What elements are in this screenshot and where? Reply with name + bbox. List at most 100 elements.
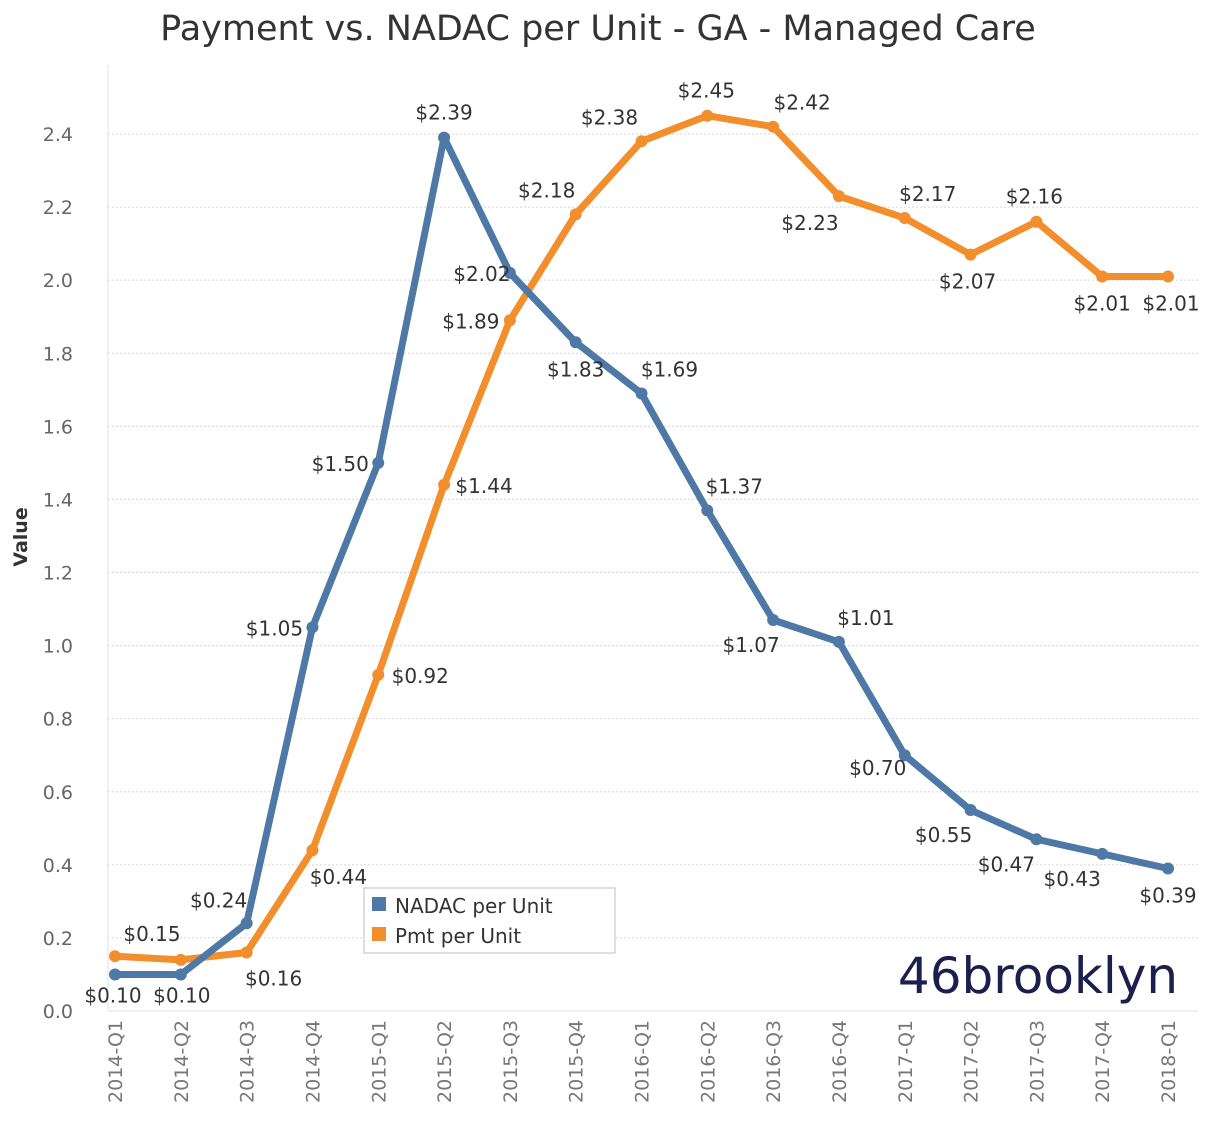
data-point-pmt: [109, 950, 121, 963]
data-point-pmt: [832, 190, 845, 203]
y-tick-label: 2.4: [43, 124, 73, 146]
x-tick-label: 2015-Q1: [368, 1020, 390, 1103]
data-label-nadac: $0.70: [849, 756, 906, 780]
data-point-pmt: [438, 478, 451, 491]
data-point-pmt: [1030, 215, 1043, 228]
x-tick-label: 2016-Q3: [763, 1020, 785, 1103]
data-point-pmt: [569, 208, 582, 221]
y-axis-label: Value: [10, 507, 32, 566]
data-point-pmt: [767, 120, 780, 133]
data-label-nadac: $1.50: [312, 452, 369, 476]
x-tick-label: 2016-Q4: [829, 1020, 851, 1103]
x-tick-label: 2014-Q4: [302, 1020, 324, 1103]
data-label-pmt: $0.92: [392, 664, 449, 688]
y-tick-label: 1.6: [43, 416, 73, 438]
data-labels: $0.10 $0.10 $0.24 $1.05 $1.50 $2.39 $2.02 $1.83…: [84, 79, 1199, 1008]
series-lines: [111, 112, 1172, 978]
data-label-nadac: $1.05: [246, 616, 303, 640]
data-point-pmt: [898, 212, 911, 225]
series-line-nadac: [111, 134, 1172, 978]
data-label-pmt: $2.01: [1074, 292, 1131, 316]
y-tick-label: 1.8: [43, 343, 73, 365]
data-point-pmt: [174, 953, 187, 966]
y-tick-label: 1.2: [43, 563, 73, 585]
data-point-pmt: [240, 946, 253, 959]
data-label-nadac: $1.01: [837, 606, 894, 630]
data-label-pmt: $1.89: [442, 309, 499, 333]
x-tick-label: 2014-Q2: [171, 1020, 193, 1103]
axes: 0.0 0.2 0.4 0.6 0.8 1.0 1.2 1.4 1.6 1.8 2.0 2.2 2.4 2…: [43, 65, 1198, 1103]
data-point-pmt: [1096, 270, 1109, 283]
data-label-nadac: $0.10: [153, 983, 210, 1007]
data-point-nadac: [1096, 847, 1109, 860]
x-tick-label: 2018-Q1: [1158, 1020, 1180, 1103]
data-label-nadac: $0.24: [190, 888, 247, 912]
data-point-pmt: [635, 135, 648, 148]
data-point-nadac: [372, 456, 385, 469]
data-label-pmt: $2.17: [899, 182, 956, 206]
y-tick-label: 2.2: [43, 197, 73, 219]
data-label-pmt: $2.16: [1006, 185, 1063, 209]
legend-label-nadac: NADAC per Unit: [395, 894, 553, 918]
data-label-nadac: $0.43: [1044, 867, 1101, 891]
legend: NADAC per Unit Pmt per Unit: [363, 887, 616, 954]
brand-logo: 46brooklyn: [898, 947, 1178, 1005]
data-point-pmt: [701, 109, 714, 122]
data-label-nadac: $0.55: [915, 823, 972, 847]
y-tick-label: 0.2: [43, 928, 73, 950]
data-label-pmt: $2.38: [581, 105, 638, 129]
data-point-nadac: [240, 917, 253, 930]
data-label-pmt: $2.01: [1142, 292, 1199, 316]
x-tick-label: 2017-Q2: [961, 1020, 983, 1103]
data-label-pmt: $0.15: [123, 922, 180, 946]
y-tick-label: 0.0: [43, 1001, 73, 1023]
series-line-pmt: [111, 112, 1172, 964]
data-point-nadac: [1030, 833, 1043, 846]
data-label-pmt: $2.42: [773, 91, 830, 115]
legend-label-pmt: Pmt per Unit: [395, 924, 521, 948]
data-label-pmt: $1.44: [455, 474, 512, 498]
data-label-pmt: $2.23: [781, 211, 838, 235]
data-label-nadac: $2.02: [453, 262, 510, 286]
data-label-pmt: $0.16: [245, 967, 302, 991]
chart-title: Payment vs. NADAC per Unit - GA - Manage…: [160, 9, 1036, 49]
y-tick-label: 2.0: [43, 270, 73, 292]
x-tick-label: 2015-Q2: [434, 1020, 456, 1103]
y-tick-label: 0.8: [43, 709, 73, 731]
data-point-nadac: [635, 387, 648, 400]
data-point-nadac: [174, 968, 187, 981]
data-point-nadac: [306, 621, 319, 634]
data-point-nadac: [964, 804, 977, 817]
data-point-nadac: [767, 614, 780, 627]
data-point-nadac: [503, 266, 516, 279]
data-point-pmt: [1162, 270, 1174, 283]
x-tick-label: 2014-Q3: [237, 1020, 259, 1103]
data-label-nadac: $1.69: [641, 357, 698, 381]
data-label-pmt: $2.45: [678, 79, 735, 103]
x-tick-label: 2016-Q2: [697, 1020, 719, 1103]
data-point-nadac: [569, 336, 582, 349]
data-label-nadac: $1.83: [547, 357, 604, 381]
x-tick-label: 2015-Q3: [500, 1020, 522, 1103]
data-label-nadac: $0.10: [84, 983, 141, 1007]
data-point-nadac: [1162, 862, 1174, 875]
legend-swatch-nadac: [372, 897, 386, 911]
y-tick-label: 0.4: [43, 855, 73, 877]
legend-box: [363, 887, 616, 954]
data-label-nadac: $0.39: [1139, 883, 1196, 907]
x-tick-label: 2016-Q1: [632, 1020, 654, 1103]
data-point-nadac: [109, 968, 121, 981]
data-point-nadac: [701, 504, 714, 517]
series-points: [109, 109, 1174, 981]
legend-swatch-pmt: [372, 927, 386, 941]
data-point-pmt: [372, 668, 385, 681]
x-tick-label: 2017-Q4: [1092, 1020, 1114, 1103]
data-point-nadac: [898, 749, 911, 762]
y-tick-label: 0.6: [43, 782, 73, 804]
data-point-nadac: [438, 131, 451, 144]
data-point-pmt: [306, 844, 319, 857]
x-tick-label: 2017-Q3: [1026, 1020, 1048, 1103]
data-label-pmt: $2.18: [518, 178, 575, 202]
